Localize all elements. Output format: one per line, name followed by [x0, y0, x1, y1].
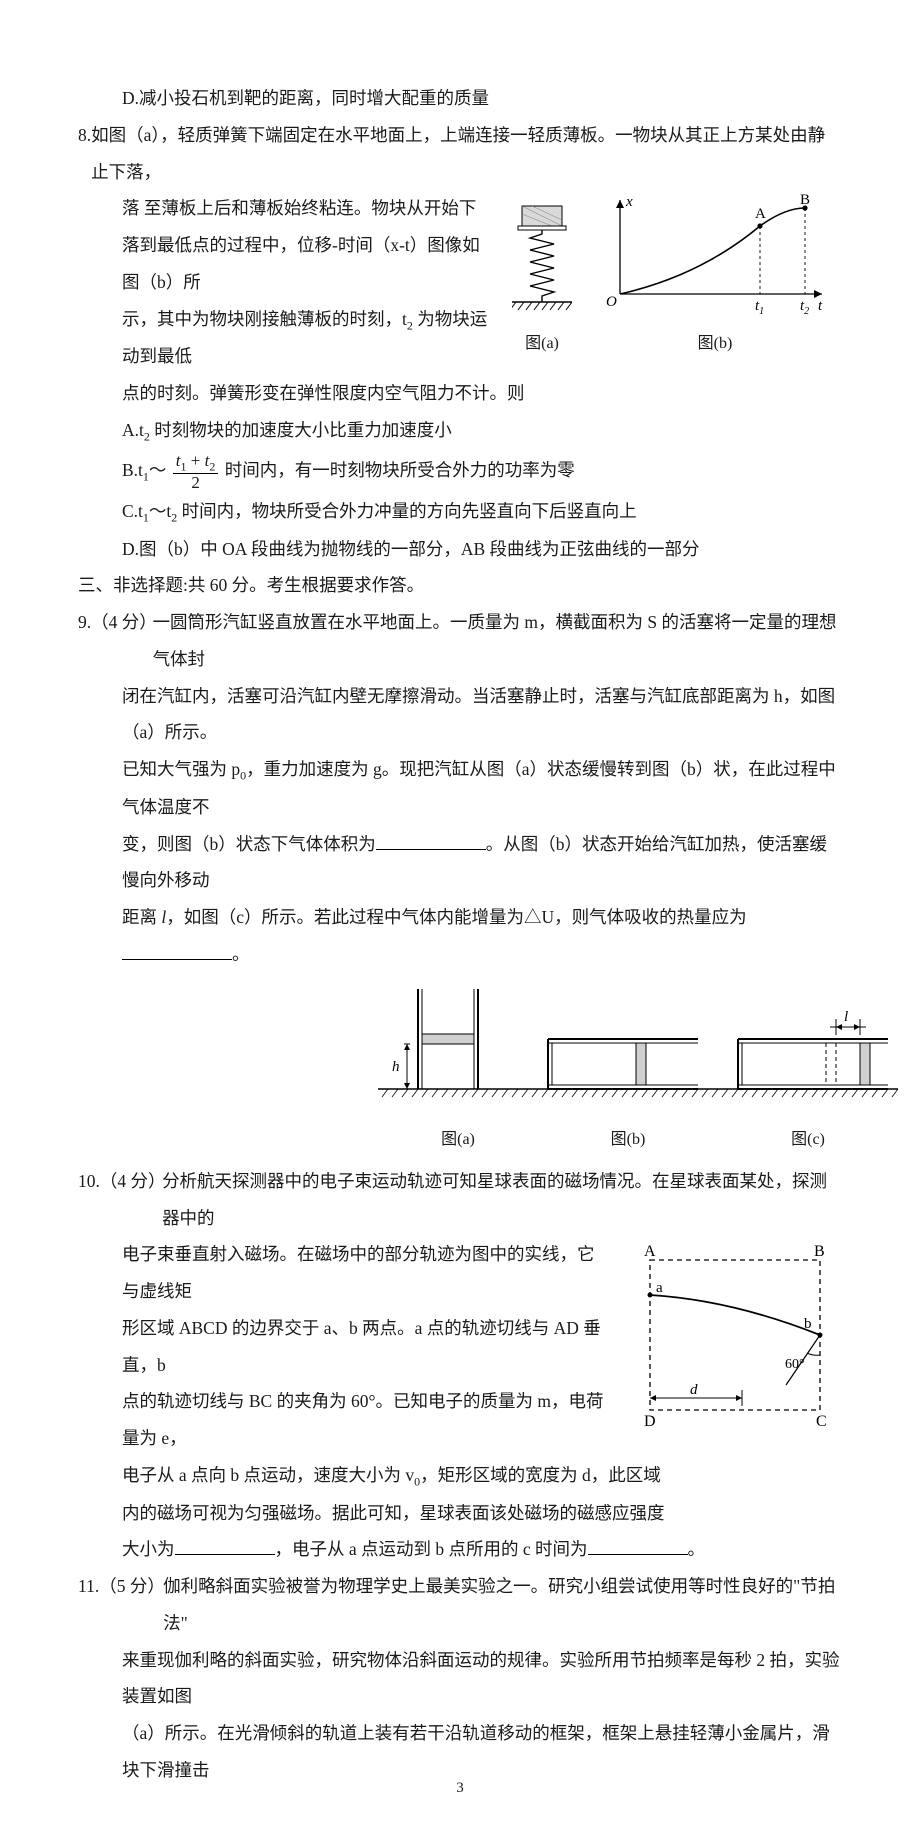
q9-line1: 9. （4 分） 一圆筒形汽缸竖直放置在水平地面上。一质量为 m，横截面积为 S…	[78, 604, 842, 678]
q10-b4: 电子从 a 点向 b 点运动，速度大小为 v0，矩形区域的宽度为 d，此区域	[78, 1457, 842, 1495]
q10-b6c: 。	[688, 1539, 706, 1559]
fraction-t1plus-t2-over-2: t1 + t2 2	[173, 452, 219, 493]
sub-1b: 1	[143, 510, 149, 524]
q10-b2: 形区域 ABCD 的边界交于 a、b 两点。a 点的轨迹切线与 AD 垂直，b	[78, 1310, 842, 1384]
q9-figures: h	[378, 979, 898, 1157]
blank-2	[122, 941, 232, 960]
sub-1: 1	[143, 470, 149, 484]
page-number: 3	[0, 1773, 920, 1805]
svg-text:h: h	[392, 1059, 400, 1075]
q9-number: 9.	[78, 604, 91, 678]
q9-body1: 闭在汽缸内，活塞可沿汽缸内壁无摩擦滑动。当活塞静止时，活塞与汽缸底部距离为 h，…	[78, 678, 842, 752]
q9-figA: 图(a)	[388, 1123, 528, 1157]
q9-body4: 距离 l，如图（c）所示。若此过程中气体内能增量为△U，则气体吸收的热量应为。	[78, 899, 842, 973]
q10-b6: 大小为 ，电子从 a 点运动到 b 点所用的 c 时间为 。	[78, 1531, 842, 1568]
q9-body4b: ，如图（c）所示。若此过程中气体内能增量为△U，则气体吸收的热量应为	[166, 907, 746, 927]
q9-body2: 已知大气强为 p0，重力加速度为 g。现把汽缸从图（a）状态缓慢转到图（b）状，…	[78, 751, 842, 825]
q11-pts: （5 分）	[99, 1568, 163, 1642]
q10-b1: 电子束垂直射入磁场。在磁场中的部分轨迹为图中的实线，它与虚线矩	[78, 1236, 842, 1310]
page: D.减小投石机到靶的距离，同时增大配重的质量 8. 如图（a），轻质弹簧下端固定…	[0, 0, 920, 1829]
q10-b3: 点的轨迹切线与 BC 的夹角为 60°。已知电子的质量为 m，电荷量为 e，	[78, 1383, 842, 1457]
q8-number: 8.	[78, 117, 91, 191]
q10-number: 10.	[78, 1163, 100, 1237]
q11-body1: 来重现伽利略的斜面实验，研究物体沿斜面运动的规律。实验所用节拍频率是每秒 2 拍…	[78, 1642, 842, 1716]
sub-2b: 2	[144, 429, 150, 443]
cylinder-diagrams-icon: h	[378, 979, 898, 1109]
svg-text:l: l	[844, 1009, 848, 1025]
q8-stem1: 如图（a），轻质弹簧下端固定在水平地面上，上端连接一轻质薄板。一物块从其正上方某…	[91, 117, 842, 191]
q10-b6a: 大小为	[122, 1539, 175, 1559]
q9-body3: 变，则图（b）状态下气体体积为。从图（b）状态开始给汽缸加热，使活塞缓慢向外移动	[78, 826, 842, 900]
q8-A-prefix: A.t	[122, 420, 144, 440]
q9-pts: （4 分）	[91, 604, 152, 678]
sub-2c: 2	[171, 510, 177, 524]
q9-body3a: 变，则图（b）状态下气体体积为	[122, 834, 376, 854]
q8-stem-line3: 示，其中为物块刚接触薄板的时刻，t2 为物块运动到最低	[78, 301, 842, 375]
q8-option-D: D.图（b）中 OA 段曲线为抛物线的一部分，AB 段曲线为正弦曲线的一部分	[78, 531, 842, 568]
q8-C-body: 时间内，物块所受合外力冲量的方向先竖直向下后竖直向上	[182, 501, 637, 521]
q11-number: 11.	[78, 1568, 99, 1642]
q7-option-d: D.减小投石机到靶的距离，同时增大配重的质量	[78, 80, 842, 117]
q10-stem1: 分析航天探测器中的电子束运动轨迹可知星球表面的磁场情况。在星球表面某处，探测器中…	[162, 1163, 842, 1237]
q10-line1: 10. （4 分） 分析航天探测器中的电子束运动轨迹可知星球表面的磁场情况。在星…	[78, 1163, 842, 1237]
q8-C-prefix: C.t	[122, 501, 143, 521]
q10-b4a: 电子从 a 点向 b 点运动，速度大小为 v	[122, 1465, 414, 1485]
q9-fig-captions: 图(a) 图(b) 图(c)	[378, 1123, 898, 1157]
q8-option-A: A.t2 时刻物块的加速度大小比重力加速度小	[78, 412, 842, 450]
q8-stem-line1: 8. 如图（a），轻质弹簧下端固定在水平地面上，上端连接一轻质薄板。一物块从其正…	[78, 117, 842, 191]
q8-A-body: 时刻物块的加速度大小比重力加速度小	[154, 420, 452, 440]
blank-4	[588, 1537, 688, 1556]
q10-pts: （4 分）	[100, 1163, 162, 1237]
q10-b4b: ，矩形区域的宽度为 d，此区域	[420, 1465, 661, 1485]
q8-stem-line2: 落 至薄板上后和薄板始终粘连。物块从开始下落到最低点的过程中，位移-时间（x-t…	[78, 190, 842, 300]
q9-figC: 图(c)	[728, 1123, 888, 1157]
q9-stem1: 一圆筒形汽缸竖直放置在水平地面上。一质量为 m，横截面积为 S 的活塞将一定量的…	[153, 604, 842, 678]
q11-line1: 11. （5 分） 伽利略斜面实验被誉为物理学史上最美实验之一。研究小组尝试使用…	[78, 1568, 842, 1642]
q9-body4a: 距离	[122, 907, 161, 927]
q8-B-prefix: B.t	[122, 460, 143, 480]
blank-3	[175, 1537, 275, 1556]
q8-stem-line4: 点的时刻。弹簧形变在弹性限度内空气阻力不计。则	[78, 375, 842, 412]
q11-stem1: 伽利略斜面实验被誉为物理学史上最美实验之一。研究小组尝试使用等时性良好的"节拍法…	[163, 1568, 842, 1642]
q8-option-C: C.t1～t2 时间内，物块所受合外力冲量的方向先竖直向下后竖直向上	[78, 493, 842, 531]
q9-body4c: 。	[232, 944, 250, 964]
section-3-heading: 三、非选择题:共 60 分。考生根据要求作答。	[78, 567, 842, 604]
q10-b5: 内的磁场可视为匀强磁场。据此可知，星球表面该处磁场的磁感应强度	[78, 1495, 842, 1532]
q10-b6b: ，电子从 a 点运动到 b 点所用的 c 时间为	[275, 1539, 588, 1559]
q9-body2a: 已知大气强为 p	[122, 759, 240, 779]
q9-figB: 图(b)	[548, 1123, 708, 1157]
blank-1	[376, 831, 486, 850]
q8-B-body: 时间内，有一时刻物块所受合外力的功率为零	[225, 460, 575, 480]
q8-option-B: B.t1～ t1 + t2 2 时间内，有一时刻物块所受合外力的功率为零	[78, 449, 842, 493]
sub-2: 2	[407, 318, 413, 332]
q8-stem3a: 示，其中为物块刚接触薄板的时刻，t	[122, 309, 407, 329]
